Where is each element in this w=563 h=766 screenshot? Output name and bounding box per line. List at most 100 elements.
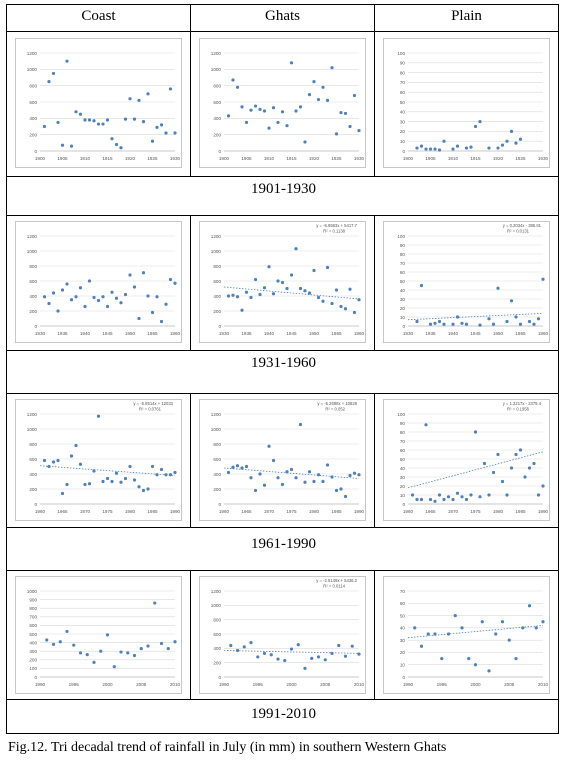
- x-tick-label: 1995: [253, 682, 264, 687]
- y-tick-label: 0: [34, 149, 37, 154]
- data-point: [150, 310, 155, 315]
- data-point: [437, 319, 442, 324]
- data-point: [83, 304, 87, 309]
- x-tick-label: 1965: [241, 509, 252, 514]
- period-row-4: 1991-2010: [6, 699, 559, 734]
- data-point: [285, 470, 289, 474]
- y-tick-label: 30: [400, 638, 406, 643]
- data-point: [464, 146, 469, 150]
- data-point: [469, 493, 473, 497]
- data-point: [321, 479, 325, 484]
- data-point: [357, 652, 361, 656]
- x-tick-label: 1940: [80, 331, 91, 336]
- data-point: [348, 473, 352, 478]
- data-point: [271, 458, 276, 463]
- y-tick-label: 100: [397, 412, 405, 417]
- data-point: [128, 464, 132, 469]
- data-point: [253, 104, 258, 108]
- y-tick-label: 600: [213, 632, 221, 637]
- x-tick-label: 1995: [437, 682, 448, 687]
- y-tick-label: 600: [213, 457, 221, 462]
- data-point: [101, 479, 105, 484]
- y-tick-label: 0: [218, 324, 221, 329]
- data-point: [83, 118, 87, 122]
- data-point: [123, 476, 128, 481]
- data-point: [244, 290, 249, 294]
- y-tick-label: 0: [34, 675, 37, 680]
- x-tick-label: 2000: [286, 682, 297, 687]
- data-point: [132, 285, 137, 289]
- data-point: [523, 475, 527, 479]
- data-point: [325, 265, 330, 270]
- data-point: [153, 601, 157, 605]
- y-tick-label: 1200: [27, 412, 38, 417]
- x-tick-label: 1985: [331, 509, 342, 514]
- x-tick-label: 1960: [354, 331, 365, 336]
- data-point: [455, 315, 460, 319]
- data-point: [514, 656, 518, 661]
- data-point: [316, 655, 321, 659]
- data-point: [473, 430, 478, 434]
- chart-coast-1901-1930: 0 200 400 600 800 1000 1200 1900 1905 1910 1915 192…: [15, 38, 182, 168]
- data-point: [240, 105, 244, 109]
- trend-r-squared: R² = 0.1956: [507, 407, 530, 412]
- y-tick-label: 400: [213, 472, 221, 477]
- data-point: [235, 295, 240, 299]
- x-tick-label: 1940: [264, 331, 275, 336]
- x-tick-label: 1910: [80, 156, 91, 161]
- x-tick-label: 1930: [538, 156, 549, 161]
- data-point: [334, 132, 339, 136]
- data-point: [74, 443, 78, 448]
- plain-1961-1990-svg: 0 10 20 30 40 50 60 70 80 90 100 1960 1965 1970 1975 19…: [397, 401, 548, 514]
- trend-equation: y = 1.2217x - 2379.4: [503, 401, 542, 406]
- x-tick-label: 1935: [241, 331, 252, 336]
- y-tick-label: 30: [400, 297, 406, 302]
- data-point: [65, 59, 69, 63]
- data-point: [473, 663, 478, 667]
- y-tick-label: 60: [400, 270, 406, 275]
- data-point: [294, 109, 298, 113]
- data-point: [500, 143, 505, 147]
- period-label-1901-1930: 1901-1930: [251, 181, 316, 197]
- data-point: [105, 633, 110, 637]
- data-point: [173, 281, 177, 285]
- data-point: [240, 308, 244, 312]
- y-tick-label: 90: [400, 243, 406, 248]
- x-tick-label: 1955: [147, 331, 158, 336]
- header-ghats: Ghats: [190, 4, 375, 32]
- y-tick-label: 800: [29, 83, 37, 88]
- period-row-3: 1961-1990: [6, 527, 559, 571]
- data-point: [410, 493, 415, 497]
- data-point: [419, 644, 424, 648]
- data-point: [96, 122, 101, 126]
- x-tick-label: 1920: [125, 156, 136, 161]
- x-tick-label: 1930: [35, 331, 46, 336]
- data-point: [464, 497, 469, 502]
- data-point: [173, 470, 177, 475]
- x-tick-label: 1960: [35, 509, 46, 514]
- x-tick-label: 1985: [515, 509, 526, 514]
- data-point: [494, 632, 498, 636]
- data-point: [352, 471, 357, 475]
- x-tick-label: 1975: [470, 509, 481, 514]
- y-tick-label: 400: [29, 472, 37, 477]
- x-tick-label: 1920: [493, 156, 504, 161]
- data-point: [428, 497, 433, 502]
- data-point: [478, 495, 482, 499]
- data-point: [312, 479, 316, 484]
- x-tick-label: 1960: [170, 331, 181, 336]
- data-point: [455, 491, 460, 495]
- y-tick-label: 800: [213, 617, 221, 622]
- data-point: [60, 491, 65, 496]
- data-point: [419, 283, 424, 288]
- data-point: [323, 658, 327, 662]
- ghats-1931-1960-svg: 0 200 400 600 800 1000 1200 1930 1935 1940 1945 195…: [211, 223, 365, 336]
- data-point: [168, 277, 173, 282]
- trendline: [223, 650, 360, 654]
- data-point: [316, 473, 321, 477]
- x-tick-label: 1990: [403, 682, 414, 687]
- cell-plain-1961-1990: 0 10 20 30 40 50 60 70 80 90 100 1960 1965 1970 1975 19…: [374, 393, 559, 528]
- data-point: [428, 322, 433, 326]
- chart-plain-1961-1990: 0 10 20 30 40 50 60 70 80 90 100 1960 1965 1970 1975 19…: [383, 399, 550, 521]
- data-point: [164, 131, 168, 135]
